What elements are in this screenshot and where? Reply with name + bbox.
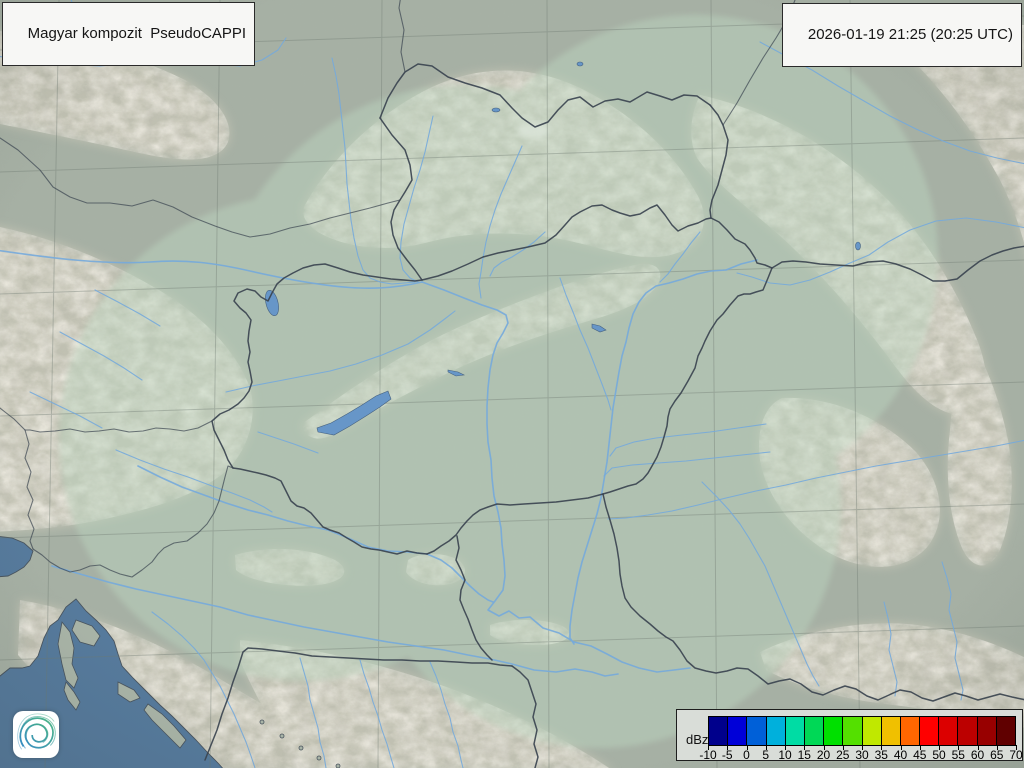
legend-tickmark xyxy=(708,745,709,750)
legend-tick-label: 50 xyxy=(932,748,946,762)
product-title: Magyar kompozit PseudoCAPPI xyxy=(27,25,247,42)
legend-tickmark xyxy=(804,745,806,750)
legend-tickmark xyxy=(881,745,883,750)
legend-color-cell xyxy=(747,717,767,745)
met-service-logo xyxy=(13,711,59,758)
legend-color-cell xyxy=(977,717,997,745)
legend-tickmark xyxy=(785,745,786,750)
legend-tickmark xyxy=(1016,745,1017,750)
legend-tickmark xyxy=(823,745,825,750)
dbz-legend: dBz -10 -5 0 5 10 15 20 25 30 35 40 45 50 55 60 65 70 xyxy=(676,709,1023,761)
legend-color-cell xyxy=(709,717,729,745)
legend-tick-label: 70 xyxy=(1009,748,1023,762)
legend-color-cell xyxy=(728,717,748,745)
legend-color-cell xyxy=(881,717,901,745)
legend-color-cell xyxy=(824,717,844,745)
legend-tickmark xyxy=(919,745,921,750)
legend-color-cell xyxy=(939,717,959,745)
legend-tick-label: 10 xyxy=(778,748,792,762)
legend-tickmark xyxy=(977,745,979,750)
legend-tickmarks xyxy=(708,745,1017,750)
legend-unit-label: dBz xyxy=(686,732,709,747)
legend-tickmark xyxy=(765,745,767,750)
timestamp-text: 2026-01-19 21:25 (20:25 UTC) xyxy=(807,26,1013,43)
legend-tickmark xyxy=(842,745,844,750)
legend-tick-label: 45 xyxy=(913,748,927,762)
legend-tick-label: 5 xyxy=(762,748,770,762)
legend-tickmark xyxy=(900,745,902,750)
legend-tickmark xyxy=(727,745,729,750)
legend-color-cell xyxy=(862,717,882,745)
legend-tick-label: 60 xyxy=(970,748,985,762)
legend-tick-label: -10 xyxy=(699,748,717,762)
legend-color-cell xyxy=(804,717,825,745)
legend-tick-label: 55 xyxy=(951,748,965,762)
legend-color-cell xyxy=(900,717,921,745)
legend-tick-label: 15 xyxy=(797,748,811,762)
timestamp-box: 2026-01-19 21:25 (20:25 UTC) xyxy=(782,3,1022,67)
legend-tickmark xyxy=(996,745,998,750)
legend-colorbar xyxy=(708,716,1016,746)
legend-tick-label: 35 xyxy=(874,748,888,762)
legend-tick-label: 30 xyxy=(855,748,869,762)
legend-tick-label: 0 xyxy=(743,748,750,762)
legend-tick-label: 40 xyxy=(893,748,908,762)
legend-color-cell xyxy=(785,717,805,745)
legend-tick-labels: -10 -5 0 5 10 15 20 25 30 35 40 45 50 55 60 65 70 xyxy=(699,748,1022,762)
legend-color-cell xyxy=(920,717,940,745)
legend-tick-label: 20 xyxy=(816,748,831,762)
legend-tick-label: 25 xyxy=(836,748,850,762)
product-title-box: Magyar kompozit PseudoCAPPI xyxy=(2,2,256,66)
legend-color-cell xyxy=(996,717,1015,745)
legend-tickmark xyxy=(862,745,863,750)
legend-color-cell xyxy=(766,717,786,745)
legend-color-cell xyxy=(958,717,978,745)
legend-tick-label: 65 xyxy=(990,748,1004,762)
legend-color-cell xyxy=(843,717,863,745)
legend-tickmark xyxy=(746,745,748,750)
legend-tick-label: -5 xyxy=(721,748,733,762)
met-spiral-icon xyxy=(17,713,56,750)
legend-tickmark xyxy=(939,745,940,750)
legend-tickmark xyxy=(958,745,960,750)
